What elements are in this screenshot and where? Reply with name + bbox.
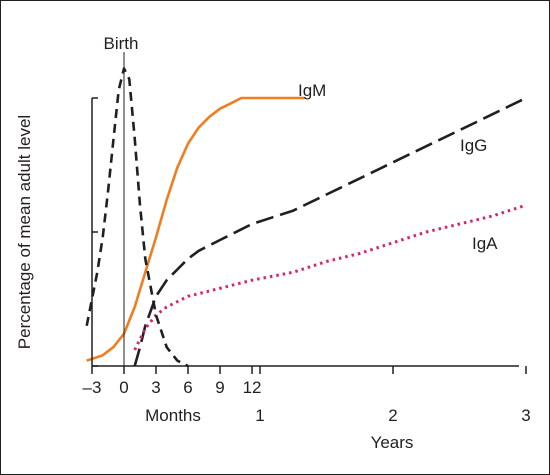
ticks-layer: –3 0 3 6 9 121 2 3 [83, 97, 531, 425]
series-label-igg: IgG [460, 136, 487, 155]
series-label-igm: IgM [298, 81, 326, 100]
x-tick-label-year-3: 3 [521, 406, 530, 425]
x-tick-label-month-9: 9 [215, 378, 224, 397]
series-line-igm [86, 96, 305, 362]
series-line-igg [133, 96, 527, 367]
x-axis-title-years: Years [371, 433, 414, 452]
x-tick-label-year-1: 1 [255, 406, 264, 425]
y-axis-title: Percentage of mean adult level [15, 115, 34, 349]
x-tick-label-month-12: 12 [243, 378, 262, 397]
series-label-iga: IgA [472, 234, 498, 253]
x-tick-label-month-6: 6 [183, 378, 192, 397]
series-line-maternal-igg [85, 67, 189, 368]
series-line-iga [133, 203, 527, 351]
x-tick-label-year-2: 2 [388, 406, 397, 425]
birth-annotation: Birth [104, 34, 139, 53]
x-tick-label-month-3: 3 [151, 378, 160, 397]
x-tick-label-month--3: –3 [83, 378, 102, 397]
series-layer [85, 67, 527, 368]
x-axis-title-months: Months [145, 406, 201, 425]
x-tick-label-month-0: 0 [119, 378, 128, 397]
